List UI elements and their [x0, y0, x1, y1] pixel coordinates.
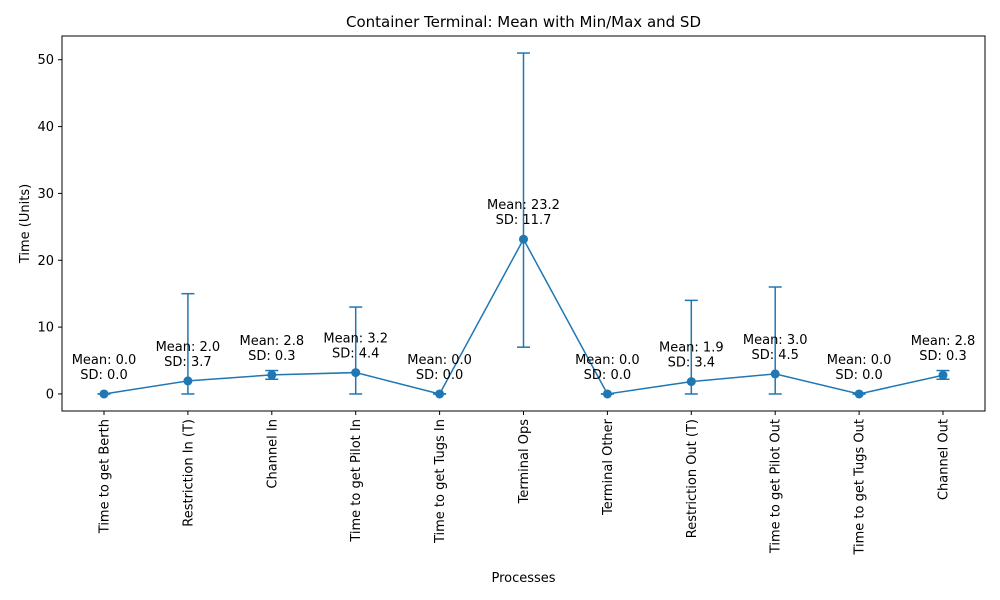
chart-title: Container Terminal: Mean with Min/Max an… — [346, 13, 701, 31]
y-tick-label: 30 — [37, 187, 54, 202]
x-tick-label: Channel Out — [937, 419, 952, 500]
y-tick-label: 50 — [37, 53, 54, 68]
x-tick-label: Terminal Other — [601, 418, 616, 516]
sd-annotation: SD: 0.0 — [584, 368, 631, 383]
sd-annotation: SD: 3.4 — [668, 356, 715, 371]
mean-annotation: Mean: 0.0 — [575, 353, 640, 368]
mean-annotation: Mean: 3.0 — [743, 333, 808, 348]
y-tick-label: 10 — [37, 321, 54, 336]
y-tick-label: 0 — [46, 387, 54, 402]
mean-marker — [854, 389, 864, 399]
x-tick-label: Time to get Berth — [98, 419, 113, 534]
x-tick-label: Time to get Pilot In — [349, 419, 364, 543]
sd-annotation: SD: 0.3 — [919, 349, 966, 364]
mean-marker — [938, 370, 948, 380]
x-tick-label: Channel In — [265, 419, 280, 489]
sd-annotation: SD: 4.5 — [751, 348, 798, 363]
mean-marker — [99, 389, 109, 399]
mean-annotation: Mean: 0.0 — [72, 353, 137, 368]
mean-marker — [351, 368, 361, 378]
sd-annotation: SD: 11.7 — [496, 213, 552, 228]
y-axis-label: Time (Units) — [18, 184, 33, 264]
mean-annotation: Mean: 1.9 — [659, 341, 724, 356]
mean-marker — [686, 377, 696, 387]
mean-marker — [183, 376, 193, 386]
sd-annotation: SD: 3.7 — [164, 355, 211, 370]
sd-annotation: SD: 0.0 — [80, 368, 127, 383]
sd-annotation: SD: 0.0 — [835, 368, 882, 383]
mean-annotation: Mean: 0.0 — [827, 353, 892, 368]
mean-annotation: Mean: 0.0 — [407, 353, 472, 368]
mean-marker — [519, 234, 528, 244]
x-tick-label: Time to get Tugs In — [433, 419, 448, 544]
mean-annotation: Mean: 2.8 — [239, 334, 304, 349]
mean-annotation: Mean: 2.8 — [911, 334, 976, 349]
mean-annotation: Mean: 23.2 — [487, 198, 560, 213]
x-axis: Time to get Berth Restriction In (T) Chann… — [98, 411, 952, 556]
x-tick-label: Terminal Ops — [517, 419, 532, 505]
sd-annotation: SD: 4.4 — [332, 347, 379, 362]
mean-marker — [602, 389, 612, 399]
mean-marker — [267, 370, 277, 380]
y-axis: 0 10 20 30 40 50 — [37, 53, 62, 402]
sd-annotation: SD: 0.3 — [248, 349, 295, 364]
x-axis-label: Processes — [491, 571, 555, 586]
y-tick-label: 40 — [37, 120, 54, 135]
mean-marker — [435, 389, 445, 399]
x-tick-label: Restriction In (T) — [181, 419, 196, 527]
mean-annotation: Mean: 2.0 — [156, 340, 221, 355]
sd-annotation: SD: 0.0 — [416, 368, 463, 383]
y-tick-label: 20 — [37, 254, 54, 269]
x-tick-label: Time to get Tugs Out — [853, 419, 868, 556]
x-tick-label: Restriction Out (T) — [685, 419, 700, 538]
x-tick-label: Time to get Pilot Out — [769, 419, 784, 554]
mean-annotation: Mean: 3.2 — [323, 332, 388, 347]
mean-marker — [770, 369, 780, 379]
